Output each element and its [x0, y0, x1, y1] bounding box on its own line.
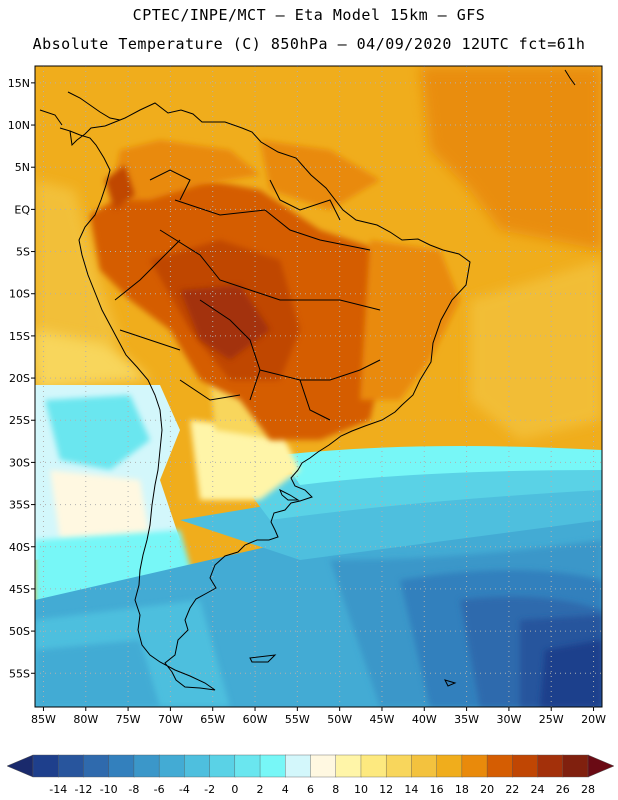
lat-tick-label: 5S — [16, 246, 30, 259]
lat-tick-label: 40S — [9, 541, 30, 554]
colorbar-swatch — [259, 754, 286, 778]
colorbar-label: 12 — [379, 783, 393, 796]
colorbar-labels: -14 -12 -10 -8 -6 -4 -2 0 2 4 6 8 10 12 14 16 18 20 22 24 26… — [49, 783, 595, 796]
colorbar-swatch — [158, 754, 186, 778]
lon-tick-label: 35W — [454, 713, 479, 726]
temperature-field — [35, 66, 602, 707]
colorbar-label: 14 — [404, 783, 418, 796]
map-title-line2: Absolute Temperature (C) 850hPa – 04/09/… — [32, 35, 586, 53]
colorbar-label: 22 — [505, 783, 519, 796]
lat-tick-label: 30S — [9, 456, 30, 469]
lat-tick-label: 25S — [9, 414, 30, 427]
lat-tick-label: 10S — [9, 288, 30, 301]
colorbar-swatch — [360, 754, 387, 778]
colorbar-swatch — [335, 754, 362, 778]
lon-tick-label: 25W — [539, 713, 564, 726]
lat-tick-label: 55S — [9, 667, 30, 680]
colorbar-label: -2 — [204, 783, 215, 796]
colorbar-label: 2 — [257, 783, 264, 796]
lat-tick-label: 10N — [8, 119, 30, 132]
longitude-axis: 85W 80W 75W 70W 65W 60W 55W 50W 45W 40W 35W 30W 25W 2… — [31, 707, 606, 726]
colorbar-label: -4 — [179, 783, 190, 796]
lon-tick-label: 50W — [327, 713, 352, 726]
lon-tick-label: 20W — [581, 713, 606, 726]
map-title-line1: CPTEC/INPE/MCT – Eta Model 15km – GFS — [132, 6, 486, 24]
lat-tick-label: 35S — [9, 499, 30, 512]
lon-tick-label: 30W — [496, 713, 521, 726]
colorbar-swatch — [32, 754, 59, 778]
map-frame — [34, 65, 603, 708]
lat-tick-label: 45S — [9, 583, 30, 596]
colorbar-label: 16 — [430, 783, 444, 796]
colorbar-low-arrow — [6, 754, 34, 778]
lon-tick-label: 40W — [412, 713, 437, 726]
map-grid — [35, 66, 602, 707]
lat-tick-label: 20S — [9, 372, 30, 385]
lon-tick-label: 55W — [285, 713, 310, 726]
colorbar-label: -12 — [74, 783, 92, 796]
lat-tick-label: 50S — [9, 625, 30, 638]
lat-tick-label: EQ — [14, 203, 30, 216]
colorbar-high-arrow — [587, 754, 615, 778]
colorbar-label: 4 — [282, 783, 289, 796]
colorbar-label: 24 — [531, 783, 545, 796]
colorbar-swatch — [385, 754, 413, 778]
lon-tick-label: 65W — [200, 713, 225, 726]
lon-tick-label: 45W — [370, 713, 395, 726]
colorbar-label: 20 — [480, 783, 494, 796]
colorbar-swatch — [83, 754, 110, 778]
lon-tick-label: 75W — [116, 713, 141, 726]
latitude-axis: 15N 10N 5N EQ 5S 10S 15S 20S 25S 30S 35S 40S 45S 50S 5… — [8, 77, 35, 680]
colorbar-swatch — [108, 754, 135, 778]
colorbar-swatch — [486, 754, 514, 778]
lon-tick-label: 80W — [73, 713, 98, 726]
lon-tick-label: 85W — [31, 713, 56, 726]
colorbar-label: 28 — [581, 783, 595, 796]
lon-tick-label: 70W — [158, 713, 183, 726]
colorbar-label: 10 — [354, 783, 368, 796]
colorbar-swatch — [512, 754, 539, 778]
lat-tick-label: 5N — [15, 161, 30, 174]
coastlines — [39, 69, 576, 691]
colorbar-label: 0 — [231, 783, 238, 796]
lat-tick-label: 15N — [8, 77, 30, 90]
colorbar-swatch — [234, 754, 261, 778]
colorbar-label: -6 — [154, 783, 165, 796]
colorbar-swatch — [310, 754, 337, 778]
colorbar-swatch — [461, 754, 488, 778]
colorbar-label: 6 — [307, 783, 314, 796]
colorbar-label: 8 — [332, 783, 339, 796]
colorbar-swatch — [537, 754, 564, 778]
lon-tick-label: 60W — [243, 713, 268, 726]
colorbar-swatch — [285, 754, 312, 778]
colorbar-swatch — [411, 754, 438, 778]
colorbar — [6, 754, 615, 778]
colorbar-label: -10 — [100, 783, 118, 796]
colorbar-label: 26 — [556, 783, 570, 796]
colorbar-swatch — [184, 754, 211, 778]
colorbar-swatch — [436, 754, 463, 778]
colorbar-swatch — [58, 754, 85, 778]
colorbar-swatch — [562, 754, 589, 778]
colorbar-label: -8 — [128, 783, 139, 796]
colorbar-label: 18 — [455, 783, 469, 796]
colorbar-swatch — [133, 754, 160, 778]
colorbar-swatch — [209, 754, 236, 778]
lat-tick-label: 15S — [9, 330, 30, 343]
colorbar-label: -14 — [49, 783, 67, 796]
